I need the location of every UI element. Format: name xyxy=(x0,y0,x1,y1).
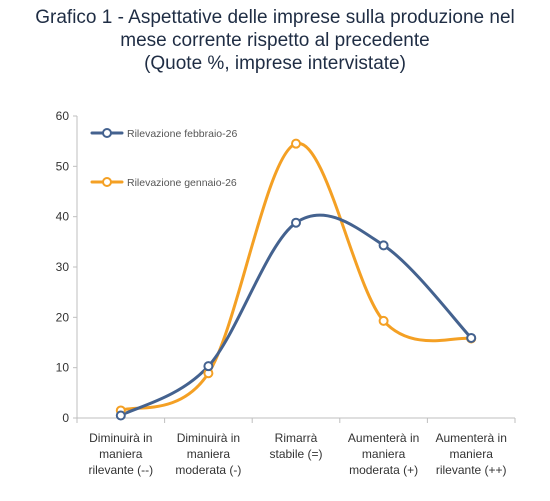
y-tick-label: 10 xyxy=(56,361,70,375)
series-line-1 xyxy=(119,213,473,417)
data-point xyxy=(291,138,301,149)
chart-data-points xyxy=(115,138,477,421)
legend-swatch-marker xyxy=(102,177,112,187)
data-point xyxy=(378,315,389,326)
x-category-label-line: moderata (+) xyxy=(349,463,418,477)
chart-title-block: Grafico 1 - Aspettative delle imprese su… xyxy=(0,6,550,75)
x-category-label: Rimarrà stabile (=) xyxy=(269,431,322,461)
y-tick-label: 50 xyxy=(56,159,70,173)
x-category-label-line: maniera xyxy=(450,447,494,461)
x-category-label: Aumenterà in maniera moderata (+) xyxy=(348,431,419,477)
data-point xyxy=(378,240,389,251)
chart-title-line-2: mese corrente rispetto al precedente xyxy=(120,30,430,51)
x-category-label-line: Diminuirà in xyxy=(177,431,240,445)
legend-swatch-marker xyxy=(102,128,112,138)
legend-label: Rilevazione febbraio-26 xyxy=(127,128,237,140)
chart-axes: 0 10 20 30 40 50 60 Diminuirà in maniera rilevant… xyxy=(56,109,516,477)
legend-label: Rilevazione gennaio-26 xyxy=(127,177,237,189)
y-tick-label: 60 xyxy=(56,109,70,123)
x-category-label-line: maniera xyxy=(362,447,406,461)
x-category-label-line: rilevante (--) xyxy=(88,463,153,477)
chart-subtitle: (Quote %, imprese intervistate) xyxy=(144,53,406,74)
x-category-label: Diminuirà in maniera rilevante (--) xyxy=(88,431,153,477)
x-category-label-line: rilevante (++) xyxy=(436,463,507,477)
chart-title-line-1: Grafico 1 - Aspettative delle imprese su… xyxy=(35,7,515,28)
x-category-label-line: moderata (-) xyxy=(175,463,241,477)
x-category-label-line: Aumenterà in xyxy=(436,431,507,445)
chart-legend: Rilevazione febbraio-26 Rilevazione genna… xyxy=(90,128,237,189)
x-category-label-line: maniera xyxy=(187,447,231,461)
x-category-label-line: Rimarrà xyxy=(275,431,318,445)
x-category-label: Diminuirà in maniera moderata (-) xyxy=(175,431,241,477)
x-category-label-line: Diminuirà in xyxy=(89,431,152,445)
y-tick-label: 20 xyxy=(56,310,70,324)
x-category-label-line: stabile (=) xyxy=(269,447,322,461)
y-tick-label: 40 xyxy=(56,210,70,224)
data-point xyxy=(466,332,477,343)
data-point xyxy=(203,361,214,372)
y-tick-label: 30 xyxy=(56,260,70,274)
x-category-label-line: maniera xyxy=(99,447,143,461)
data-point xyxy=(115,410,126,421)
y-tick-label: 0 xyxy=(62,411,69,425)
x-category-label-line: Aumenterà in xyxy=(348,431,419,445)
x-category-label: Aumenterà in maniera rilevante (++) xyxy=(436,431,507,477)
data-point xyxy=(291,217,301,228)
